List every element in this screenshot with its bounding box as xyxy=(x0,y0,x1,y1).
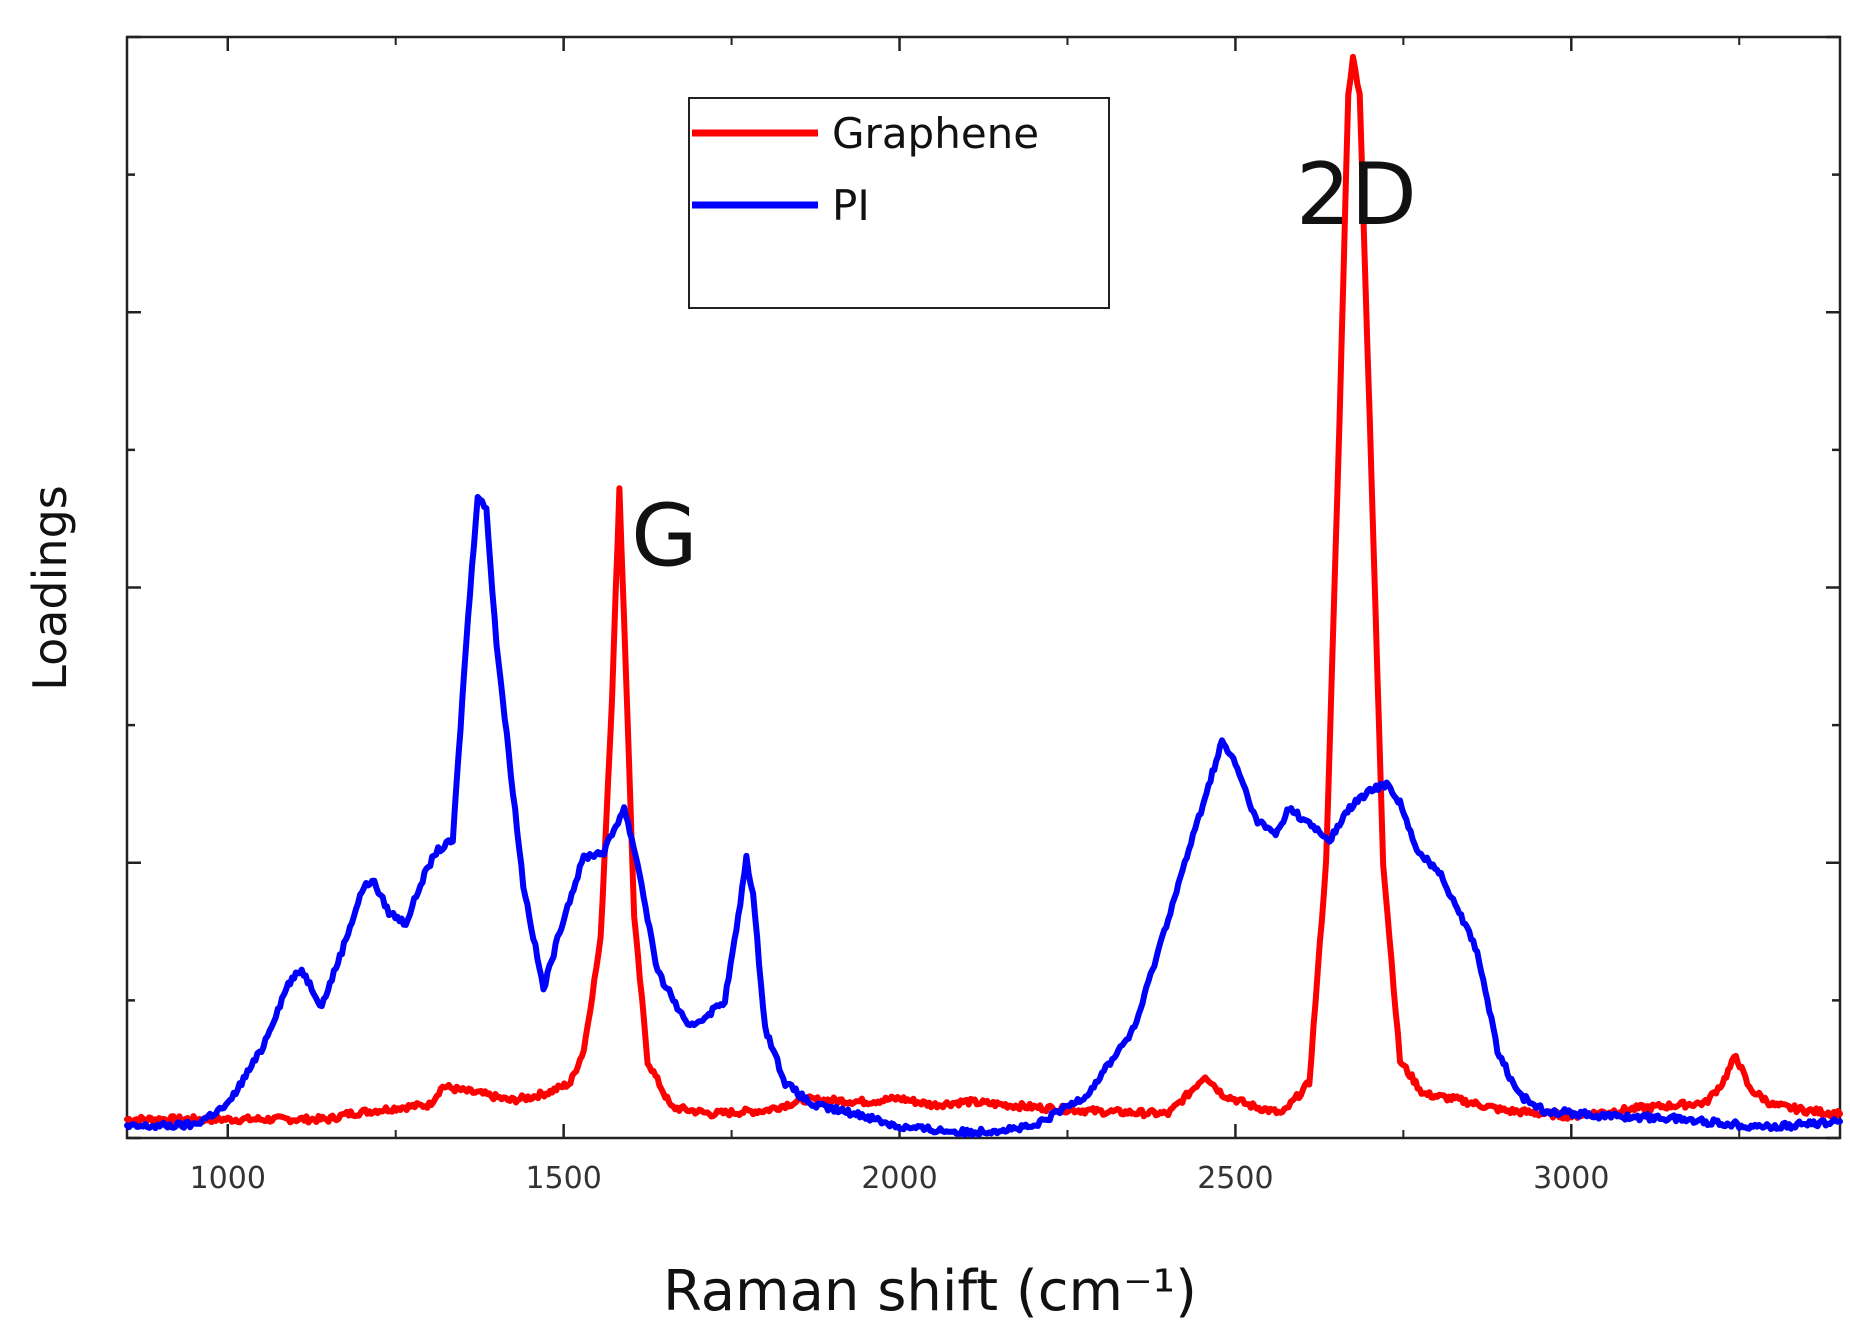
x-tick-label: 1000 xyxy=(190,1161,266,1196)
legend-label-pi: PI xyxy=(832,181,870,230)
x-tick-label: 2500 xyxy=(1197,1161,1273,1196)
y-axis-label: Loadings xyxy=(23,485,77,690)
x-tick-label: 1500 xyxy=(525,1161,601,1196)
x-axis-ticks: 1000 1500 2000 2500 3000 xyxy=(190,37,1741,1196)
annotation-g-band: G xyxy=(631,486,698,586)
series-layer xyxy=(124,53,1843,1138)
x-axis-label: Raman shift (cm⁻¹) xyxy=(663,1259,1197,1324)
annotation-2d-band: 2D xyxy=(1296,145,1417,245)
y-axis-ticks xyxy=(127,35,1840,1140)
x-tick-label: 2000 xyxy=(861,1161,937,1196)
legend-label-graphene: Graphene xyxy=(832,109,1039,158)
series-line-pi xyxy=(124,494,1843,1138)
x-tick-label: 3000 xyxy=(1533,1161,1609,1196)
legend: Graphene PI xyxy=(688,97,1110,309)
